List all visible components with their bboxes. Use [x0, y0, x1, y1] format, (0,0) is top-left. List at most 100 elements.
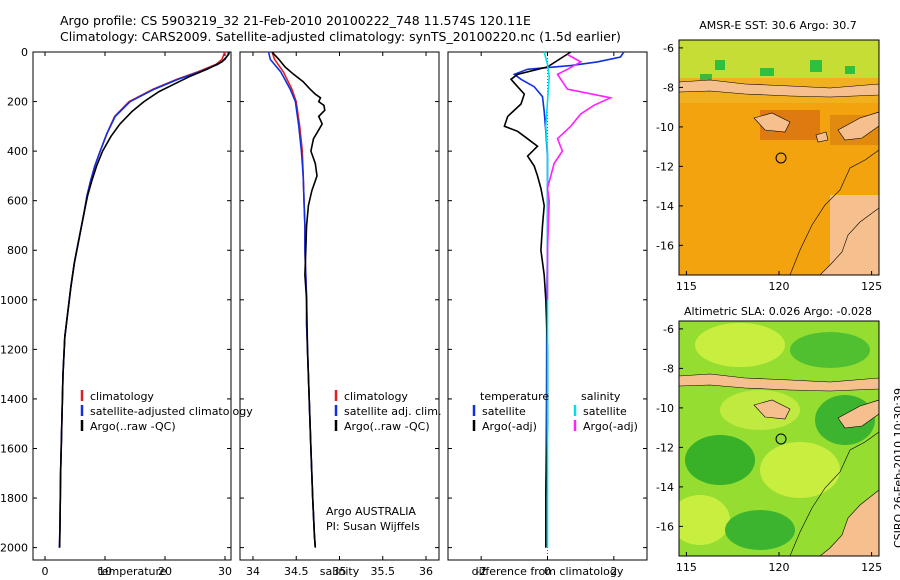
signature: CSIRO 26-Feb-2010 10:30:39: [892, 387, 900, 548]
depth-tick-label: 1600: [0, 442, 28, 455]
sst-y-tick-label: -12: [656, 160, 674, 173]
salinity-legend-label: Argo(..raw -QC): [344, 420, 430, 433]
depth-tick-label: 1800: [0, 492, 28, 505]
sst-x-tick-label: 125: [861, 280, 882, 293]
sla-y-tick-label: -14: [656, 481, 674, 494]
depth-tick-label: 1000: [0, 294, 28, 307]
sst-coastline-australia: [819, 207, 879, 275]
difference-series-line: [503, 51, 572, 548]
sla-field-patch: [760, 442, 840, 498]
temperature-series-line: [58, 51, 230, 548]
sst-x-tick-label: 115: [676, 280, 697, 293]
temperature-series-line: [58, 51, 230, 548]
difference-legend-heading: temperature: [480, 390, 549, 403]
salinity-plot-frame: [239, 51, 440, 561]
depth-tick-label: 800: [7, 244, 28, 257]
depth-tick-label: 600: [7, 195, 28, 208]
sst-coastline-sumba: [753, 112, 791, 133]
sla-y-tick-label: -10: [656, 402, 674, 415]
sst-y-tick-label: -8: [663, 81, 674, 94]
sla-field-patch: [679, 495, 730, 545]
depth-tick-label: 200: [7, 96, 28, 109]
salinity-x-tick-label: 34.5: [284, 565, 309, 578]
figure-title-line2: Climatology: CARS2009. Satellite-adjuste…: [60, 29, 621, 44]
sla-field-patch: [790, 332, 870, 368]
temperature-legend-label: climatology: [90, 390, 154, 403]
sst-x-tick-label: 120: [769, 280, 790, 293]
salinity-panel: 34 34.5 35 35.5 36 salinity climatology satelli…: [239, 51, 441, 578]
sst-map: AMSR-E SST: 30.6 Argo: 30.7: [656, 19, 882, 293]
salinity-annotation: Argo AUSTRALIA: [326, 505, 416, 518]
sla-field-patch: [685, 435, 755, 485]
sst-y-tick-label: -14: [656, 200, 674, 213]
salinity-x-tick-label: 35.5: [371, 565, 396, 578]
figure-title-line1: Argo profile: CS 5903219_32 21-Feb-2010 …: [60, 13, 531, 28]
difference-series-line: [543, 51, 551, 548]
sla-y-tick-label: -16: [656, 520, 674, 533]
sla-map: Altimetric SLA: 0.026 Argo: -0.028 115 12…: [656, 305, 882, 574]
difference-x-tick-label: 2: [610, 565, 617, 578]
salinity-x-tick-label: 34: [246, 565, 260, 578]
sla-argo-position-marker: [775, 433, 787, 445]
difference-legend-label: satellite: [583, 405, 627, 418]
sst-pixel: [760, 68, 774, 76]
sst-argo-position-marker: [775, 152, 787, 164]
temperature-x-tick-label: 0: [42, 565, 49, 578]
sla-bathymetry-contour: [789, 431, 879, 556]
temperature-x-tick-label: 10: [98, 565, 112, 578]
salinity-series-line: [271, 51, 317, 548]
sst-bathymetry-contour: [789, 149, 879, 275]
difference-x-label: difference from climatology: [472, 565, 624, 578]
salinity-x-tick-label: 35: [333, 565, 347, 578]
difference-x-tick-label: -2: [476, 565, 487, 578]
sst-coastline-java: [679, 79, 879, 98]
sst-pixel: [700, 74, 712, 80]
difference-x-tick-label: 0: [544, 565, 551, 578]
salinity-series-line: [271, 51, 326, 548]
sst-y-tick-label: -10: [656, 121, 674, 134]
temperature-x-label: temperature: [97, 565, 166, 578]
temperature-legend-label: Argo(..raw -QC): [90, 420, 176, 433]
sla-coastline-australia: [819, 489, 879, 556]
sla-field-patch: [695, 323, 785, 367]
difference-legend-label: Argo(-adj): [482, 420, 537, 433]
salinity-annotation: PI: Susan Wijffels: [326, 520, 420, 533]
temperature-panel: 0 10 20 30 0 200 400 600 800 1000 1200 1400 1600 1800…: [0, 46, 253, 578]
temperature-series-line: [58, 51, 226, 548]
sla-coastline-java: [679, 373, 879, 392]
sla-field-patch: [725, 510, 795, 550]
depth-tick-label: 1200: [0, 343, 28, 356]
sla-y-tick-label: -8: [663, 362, 674, 375]
salinity-legend-label: satellite adj. clim.: [344, 405, 441, 418]
difference-series-line: [512, 51, 625, 548]
sla-y-tick-label: -6: [663, 323, 674, 336]
sla-map-axes: 115 120 125 -6 -8 -10 -12 -14 -16: [656, 323, 882, 574]
sst-coastline-timor: [837, 111, 879, 141]
temperature-legend-label: satellite-adjusted climatology: [90, 405, 253, 418]
depth-tick-label: 2000: [0, 542, 28, 555]
difference-legend-label: Argo(-adj): [583, 420, 638, 433]
sst-pixel: [845, 66, 855, 74]
sla-y-tick-label: -12: [656, 441, 674, 454]
temperature-x-tick-label: 30: [218, 565, 232, 578]
salinity-legend-label: climatology: [344, 390, 408, 403]
difference-series-line: [546, 53, 614, 300]
sst-y-tick-label: -16: [656, 239, 674, 252]
sst-pixel: [715, 60, 725, 70]
difference-legend-label: satellite: [482, 405, 526, 418]
sla-x-tick-label: 115: [676, 561, 697, 574]
sst-map-title: AMSR-E SST: 30.6 Argo: 30.7: [699, 19, 857, 32]
sst-pixel: [810, 60, 822, 72]
sla-x-tick-label: 125: [861, 561, 882, 574]
temperature-plot-frame: [32, 51, 232, 561]
depth-tick-label: 400: [7, 145, 28, 158]
sst-coastline-rote: [815, 131, 829, 143]
salinity-series-line: [267, 51, 317, 548]
sla-coastline-timor: [837, 399, 879, 429]
sst-map-axes: 115 120 125 -6 -8 -10 -12 -14 -16: [656, 42, 882, 293]
salinity-x-tick-label: 36: [419, 565, 433, 578]
sst-y-tick-label: -6: [663, 42, 674, 55]
sla-x-tick-label: 120: [769, 561, 790, 574]
